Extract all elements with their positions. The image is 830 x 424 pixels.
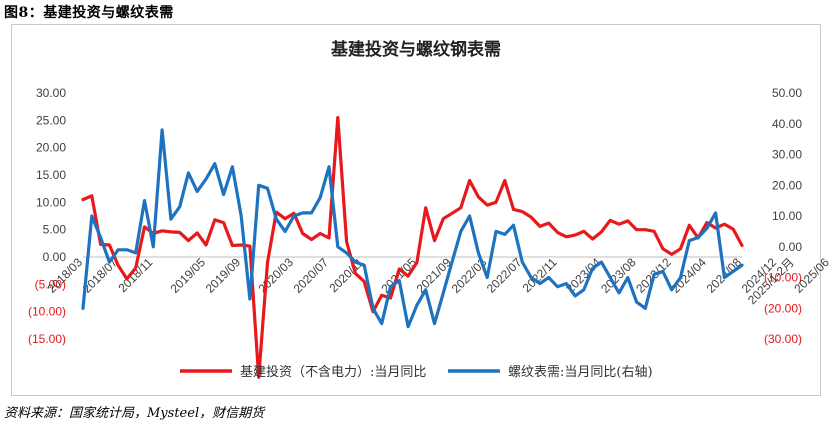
figure-label: 图8：基建投资与螺纹表需	[4, 5, 174, 21]
right-y-tick-label: 30.00	[772, 148, 802, 162]
right-y-tick-label: (10.00)	[764, 271, 802, 285]
chart-frame	[11, 24, 821, 396]
right-y-tick-label: (30.00)	[764, 332, 802, 346]
left-y-tick-label: (15.00)	[28, 332, 66, 346]
left-y-tick-label: 30.00	[36, 86, 66, 100]
left-y-axis: 30.00 25.00 20.00 15.00 10.00 5.00 0.00 (5.00) (…	[28, 86, 66, 346]
left-y-tick-label: 15.00	[36, 168, 66, 182]
x-tick-label: 2022/11	[520, 255, 560, 295]
right-y-tick-label: 0.00	[779, 240, 803, 254]
series-line-rebar	[81, 128, 744, 329]
legend-label-rebar: 螺纹表需:当月同比(右轴)	[508, 365, 653, 380]
series-line-infrastructure	[81, 115, 744, 379]
plot-area	[81, 115, 744, 379]
right-y-tick-label: (20.00)	[764, 301, 802, 315]
left-y-tick-label: 20.00	[36, 141, 66, 155]
left-y-tick-label: (5.00)	[35, 277, 66, 291]
x-tick-label: 2020/11	[326, 255, 366, 295]
right-y-tick-label: 20.00	[772, 178, 802, 192]
chart-title: 基建投资与螺纹钢表需	[330, 39, 501, 60]
left-y-tick-label: (10.00)	[28, 305, 66, 319]
right-y-axis: 50.00 40.00 30.00 20.00 10.00 0.00 (10.00) (20.…	[764, 86, 802, 346]
legend-label-infrastructure: 基建投资（不含电力）:当月同比	[240, 364, 426, 380]
x-tick-label: 2019/05	[168, 255, 209, 296]
x-tick-label: 2022/03	[449, 255, 490, 296]
x-tick-label: 2024/04	[668, 255, 709, 296]
left-y-tick-label: 10.00	[36, 195, 66, 209]
x-tick-label: 2020/07	[291, 255, 332, 296]
x-tick-label: 2019/09	[203, 255, 244, 296]
right-y-tick-label: 40.00	[772, 117, 802, 131]
x-tick-label: 2020/03	[255, 255, 296, 296]
left-y-tick-label: 25.00	[36, 113, 66, 127]
right-y-tick-label: 10.00	[772, 209, 802, 223]
legend: 基建投资（不含电力）:当月同比 螺纹表需:当月同比(右轴)	[180, 364, 653, 380]
left-y-tick-label: 5.00	[43, 223, 67, 237]
left-y-tick-label: 0.00	[43, 250, 67, 264]
right-y-tick-label: 50.00	[772, 86, 802, 100]
source-note: 资料来源：国家统计局，Mysteel，财信期货	[4, 406, 265, 421]
